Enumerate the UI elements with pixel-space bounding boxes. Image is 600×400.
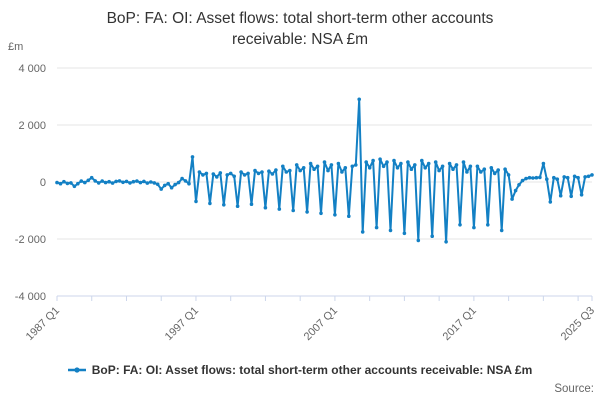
- source-label: Source:: [554, 383, 594, 395]
- legend-line-marker-icon: [67, 367, 86, 373]
- svg-text:1987 Q1: 1987 Q1: [24, 305, 62, 343]
- x-tick-labels: 1987 Q1 1997 Q1 2007 Q1 2017 Q1 2025 Q3: [24, 305, 597, 343]
- series-line[interactable]: [56, 98, 593, 243]
- y-tick-labels: 4 000 2 000 0 -2 000 -4 000: [15, 63, 46, 303]
- svg-text:1997 Q1: 1997 Q1: [163, 305, 201, 343]
- x-axis-ticks: [56, 296, 593, 301]
- chart-title-text: BoP: FA: OI: Asset flows: total short-te…: [106, 10, 494, 49]
- legend-item[interactable]: BoP: FA: OI: Asset flows: total short-te…: [0, 363, 600, 377]
- svg-text:2025 Q3: 2025 Q3: [559, 305, 597, 343]
- svg-text:4 000: 4 000: [18, 63, 46, 75]
- y-axis-unit-label: £m: [8, 41, 24, 53]
- chart-title: BoP: FA: OI: Asset flows: total short-te…: [0, 8, 600, 51]
- svg-text:2 000: 2 000: [18, 120, 46, 132]
- legend-label: BoP: FA: OI: Asset flows: total short-te…: [91, 363, 533, 377]
- svg-text:2007 Q1: 2007 Q1: [302, 305, 340, 343]
- series-markers[interactable]: [55, 97, 594, 244]
- svg-text:-2 000: -2 000: [15, 234, 46, 246]
- svg-text:2017 Q1: 2017 Q1: [441, 305, 479, 343]
- svg-text:0: 0: [40, 177, 46, 189]
- y-gridlines: [57, 67, 592, 240]
- svg-text:-4 000: -4 000: [15, 291, 46, 303]
- plot-area-svg[interactable]: 4 000 2 000 0 -2 000 -4 000 1987 Q1 1997 Q1 200…: [0, 0, 600, 360]
